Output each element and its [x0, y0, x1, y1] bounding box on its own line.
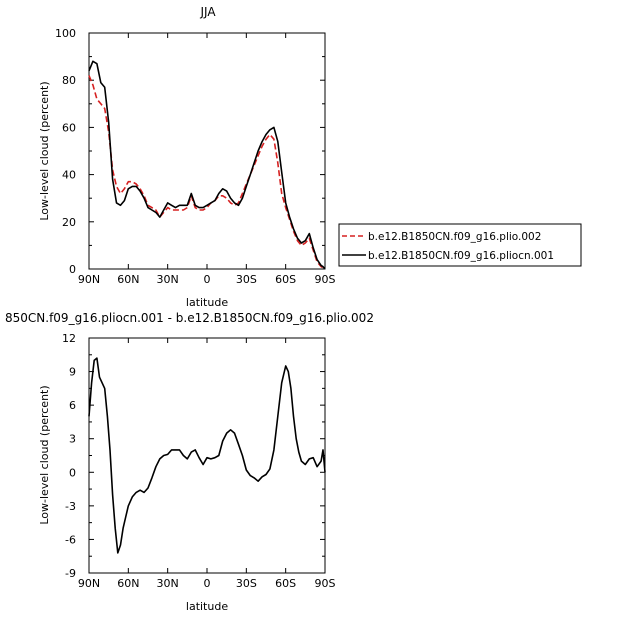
- y-tick-label: 9: [69, 366, 76, 379]
- x-tick-label: 90N: [78, 273, 100, 286]
- top-series-group: [88, 60, 326, 270]
- top-y-axis-label: Low-level cloud (percent): [38, 81, 51, 220]
- y-tick-label: 100: [55, 27, 76, 40]
- y-tick-label: 60: [62, 121, 76, 134]
- bottom-ticks: 90N 60N 30N 0 30S 60S 90S -9 -6 -3 0 3 6 9 12: [62, 332, 336, 590]
- y-tick-label: 3: [69, 433, 76, 446]
- top-panel: JJA 90N 60N 30N 0 30S 60S 90S 0 20 40 60 80 100 lati…: [38, 5, 336, 309]
- x-tick-label: 30N: [157, 577, 179, 590]
- top-chart-title: JJA: [199, 5, 216, 19]
- legend-label-series-1: b.e12.B1850CN.f09_g16.plio.002: [368, 231, 541, 243]
- legend-box: [338, 223, 582, 267]
- bottom-panel: 90N 60N 30N 0 30S 60S 90S -9 -6 -3 0 3 6 9 12 latitude…: [38, 332, 336, 613]
- x-tick-label: 90S: [315, 273, 336, 286]
- y-tick-label: 40: [62, 169, 76, 182]
- x-tick-label: 60S: [275, 273, 296, 286]
- bottom-plot-frame: [88, 337, 326, 574]
- x-tick-label: 30S: [236, 577, 257, 590]
- x-tick-label: 90N: [78, 577, 100, 590]
- legend: b.e12.B1850CN.f09_g16.plio.002 b.e12.B18…: [338, 223, 582, 267]
- legend-label-series-2: b.e12.B1850CN.f09_g16.pliocn.001: [368, 250, 554, 262]
- y-tick-label: -9: [65, 567, 76, 580]
- top-ticks: 90N 60N 30N 0 30S 60S 90S 0 20 40 60 80 100: [55, 27, 336, 286]
- y-tick-label: 20: [62, 216, 76, 229]
- y-tick-label: 0: [69, 466, 76, 479]
- y-tick-label: 80: [62, 74, 76, 87]
- bottom-y-axis-label: Low-level cloud (percent): [38, 385, 51, 524]
- difference-chart-title: 850CN.f09_g16.pliocn.001 - b.e12.B1850CN…: [5, 311, 374, 325]
- x-tick-label: 60S: [275, 577, 296, 590]
- x-tick-label: 90S: [315, 577, 336, 590]
- bottom-x-axis-label: latitude: [186, 600, 228, 613]
- series-line-1: [88, 357, 326, 554]
- y-tick-label: 12: [62, 332, 76, 345]
- x-tick-label: 60N: [117, 577, 139, 590]
- x-tick-label: 0: [204, 273, 211, 286]
- y-tick-label: 0: [69, 263, 76, 276]
- bottom-series-group: [88, 357, 326, 554]
- top-plot-frame: [88, 32, 326, 270]
- y-tick-label: -6: [65, 533, 76, 546]
- x-tick-label: 0: [204, 577, 211, 590]
- top-x-axis-label: latitude: [186, 296, 228, 309]
- y-tick-label: 6: [69, 399, 76, 412]
- x-tick-label: 60N: [117, 273, 139, 286]
- series-line-2: [88, 60, 326, 270]
- y-tick-label: -3: [65, 500, 76, 513]
- x-tick-label: 30N: [157, 273, 179, 286]
- series-line-1: [88, 75, 326, 270]
- x-tick-label: 30S: [236, 273, 257, 286]
